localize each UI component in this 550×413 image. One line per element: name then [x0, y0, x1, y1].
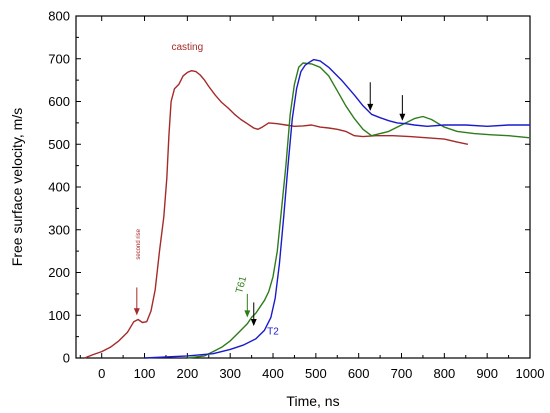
x-tick-label: 400 — [262, 366, 284, 381]
x-axis-title: Time, ns — [286, 393, 339, 409]
x-tick-label: 900 — [476, 366, 498, 381]
y-tick-label: 200 — [48, 265, 70, 280]
y-axis-title: Free surface velocity, m/s — [9, 108, 25, 266]
annotation-layer: casting second rise T61 T2 — [133, 42, 406, 337]
arrow-head — [399, 113, 406, 121]
y-tick-label: 100 — [48, 308, 70, 323]
x-tick-label: 100 — [134, 366, 156, 381]
annotation-second-rise: second rise — [136, 228, 142, 259]
arrow-head — [244, 310, 251, 318]
x-tick-label: 700 — [391, 366, 413, 381]
arrow-head — [133, 308, 140, 316]
y-tick-label: 0 — [63, 351, 70, 366]
y-tick-label: 800 — [48, 9, 70, 24]
x-tick-label: 1000 — [516, 366, 545, 381]
y-tick-label: 500 — [48, 137, 70, 152]
series-line-t2 — [144, 58, 530, 359]
x-tick-label: 0 — [98, 366, 105, 381]
series-line-t61 — [187, 62, 531, 359]
x-tick-label: 500 — [305, 366, 327, 381]
x-tick-label: 200 — [177, 366, 199, 381]
x-tick-label: 800 — [433, 366, 455, 381]
annotation-t2: T2 — [267, 326, 279, 337]
series-layer — [84, 58, 531, 359]
y-tick-label: 400 — [48, 180, 70, 195]
y-tick-label: 700 — [48, 51, 70, 66]
arrow-head — [250, 318, 257, 326]
annotation-casting: casting — [172, 42, 204, 53]
x-tick-label: 300 — [219, 366, 241, 381]
y-tick-label: 600 — [48, 94, 70, 109]
y-tick-label: 300 — [48, 222, 70, 237]
series-line-casting — [84, 70, 469, 359]
axes: 0 100 200 300 400 500 600 700 800 900 1000 0 100 200 3… — [48, 9, 544, 382]
annotation-t61: T61 — [234, 275, 249, 295]
arrow-head — [367, 103, 374, 111]
x-tick-label: 600 — [348, 366, 370, 381]
